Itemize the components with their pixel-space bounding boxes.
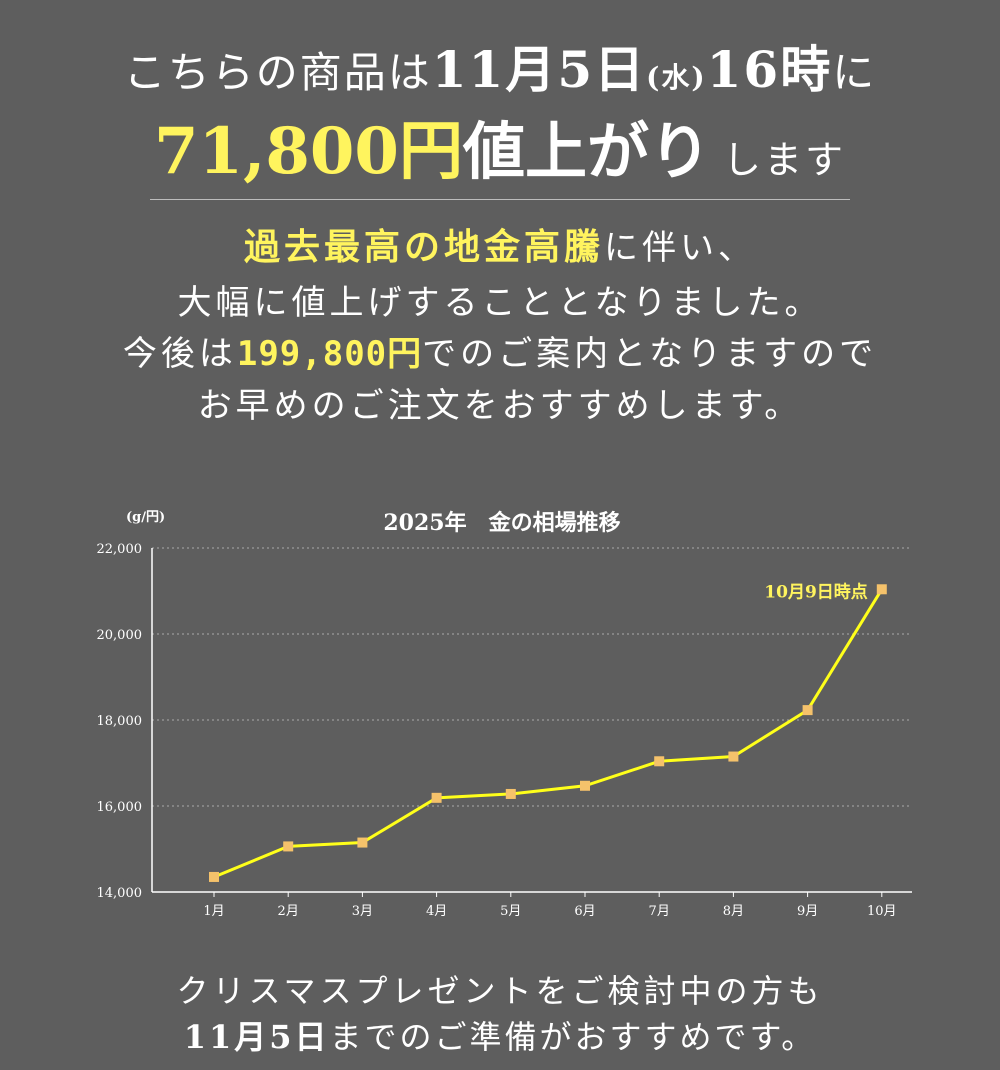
footer-date: 11月5日 — [183, 1018, 330, 1056]
footer-line-2: 11月5日までのご準備がおすすめです。 — [0, 1012, 1000, 1058]
x-tick-labels: 1月 2月 3月 4月 5月 6月 7月 8月 9月 10月 — [203, 892, 897, 919]
rise-suffix: します — [722, 138, 846, 182]
y-axis-unit: (g/円) — [126, 510, 165, 525]
new-price: 199,800円 — [236, 334, 423, 374]
gold-price-chart: (g/円) 2025年 金の相場推移 14,000 16,000 18,000 20,… — [97, 510, 912, 919]
headline-date-line: こちらの商品は11月5日(水)16時に — [0, 30, 1000, 102]
data-point — [209, 871, 219, 882]
x-tick-label: 7月 — [649, 904, 670, 919]
recommend-line: お早めのご注文をおすすめします。 — [197, 386, 803, 426]
price-increase: 71,800円 — [154, 114, 463, 189]
x-tick-label: 10月 — [867, 904, 897, 919]
x-tick-label: 3月 — [352, 904, 373, 919]
x-tick-label: 2月 — [278, 904, 299, 919]
new-price-prefix: 今後は — [122, 334, 237, 374]
headline-date: 11月5日 — [431, 40, 647, 99]
grid-lines — [152, 547, 912, 807]
x-tick-label: 8月 — [723, 904, 744, 919]
y-tick-label: 16,000 — [97, 800, 143, 815]
data-markers — [209, 584, 887, 882]
data-point — [580, 780, 590, 791]
reason-line: 過去最高の地金高騰に伴い、 — [0, 218, 1000, 270]
latest-point-annotation: 10月9日時点 — [764, 581, 868, 602]
x-tick-label: 1月 — [203, 904, 224, 919]
y-tick-label: 22,000 — [97, 542, 143, 557]
series-line — [213, 588, 884, 879]
data-point — [802, 705, 813, 716]
data-point — [654, 756, 665, 767]
footer-line-1: クリスマスプレゼントをご検討中の方も — [176, 972, 824, 1010]
y-tick-label: 18,000 — [97, 714, 143, 729]
reason-highlight: 過去最高の地金高騰 — [243, 227, 604, 268]
x-tick-label: 4月 — [426, 904, 447, 919]
new-price-line: 今後は199,800円でのご案内となりますので — [0, 326, 1000, 375]
data-point — [431, 792, 442, 803]
footer-rest: までのご準備がおすすめです。 — [329, 1018, 817, 1056]
data-point — [876, 584, 887, 595]
y-tick-labels: 14,000 16,000 18,000 20,000 22,000 — [97, 542, 143, 901]
notice-line: 大幅に値上げすることとなりました。 — [177, 283, 823, 323]
new-price-suffix: でのご案内となりますので — [422, 334, 878, 374]
x-tick-label: 9月 — [797, 904, 818, 919]
data-point — [283, 841, 294, 852]
headline-weekday: (水) — [646, 61, 707, 94]
x-tick-label: 5月 — [500, 904, 521, 919]
data-point — [505, 788, 516, 799]
headline-particle: に — [832, 48, 877, 97]
data-point — [728, 751, 739, 762]
reason-rest: に伴い、 — [604, 228, 756, 268]
headline-price-line: 71,800円値上がり します — [0, 100, 1000, 192]
data-point — [357, 837, 368, 848]
rise-text: 値上がり — [462, 115, 711, 188]
headline-time: 16時 — [706, 40, 833, 99]
chart-title: 2025年 金の相場推移 — [383, 510, 620, 536]
headline-prefix: こちらの商品は — [123, 48, 432, 97]
y-tick-label: 14,000 — [97, 886, 143, 901]
divider — [150, 199, 850, 200]
y-tick-label: 20,000 — [97, 628, 143, 643]
x-tick-label: 6月 — [574, 904, 595, 919]
